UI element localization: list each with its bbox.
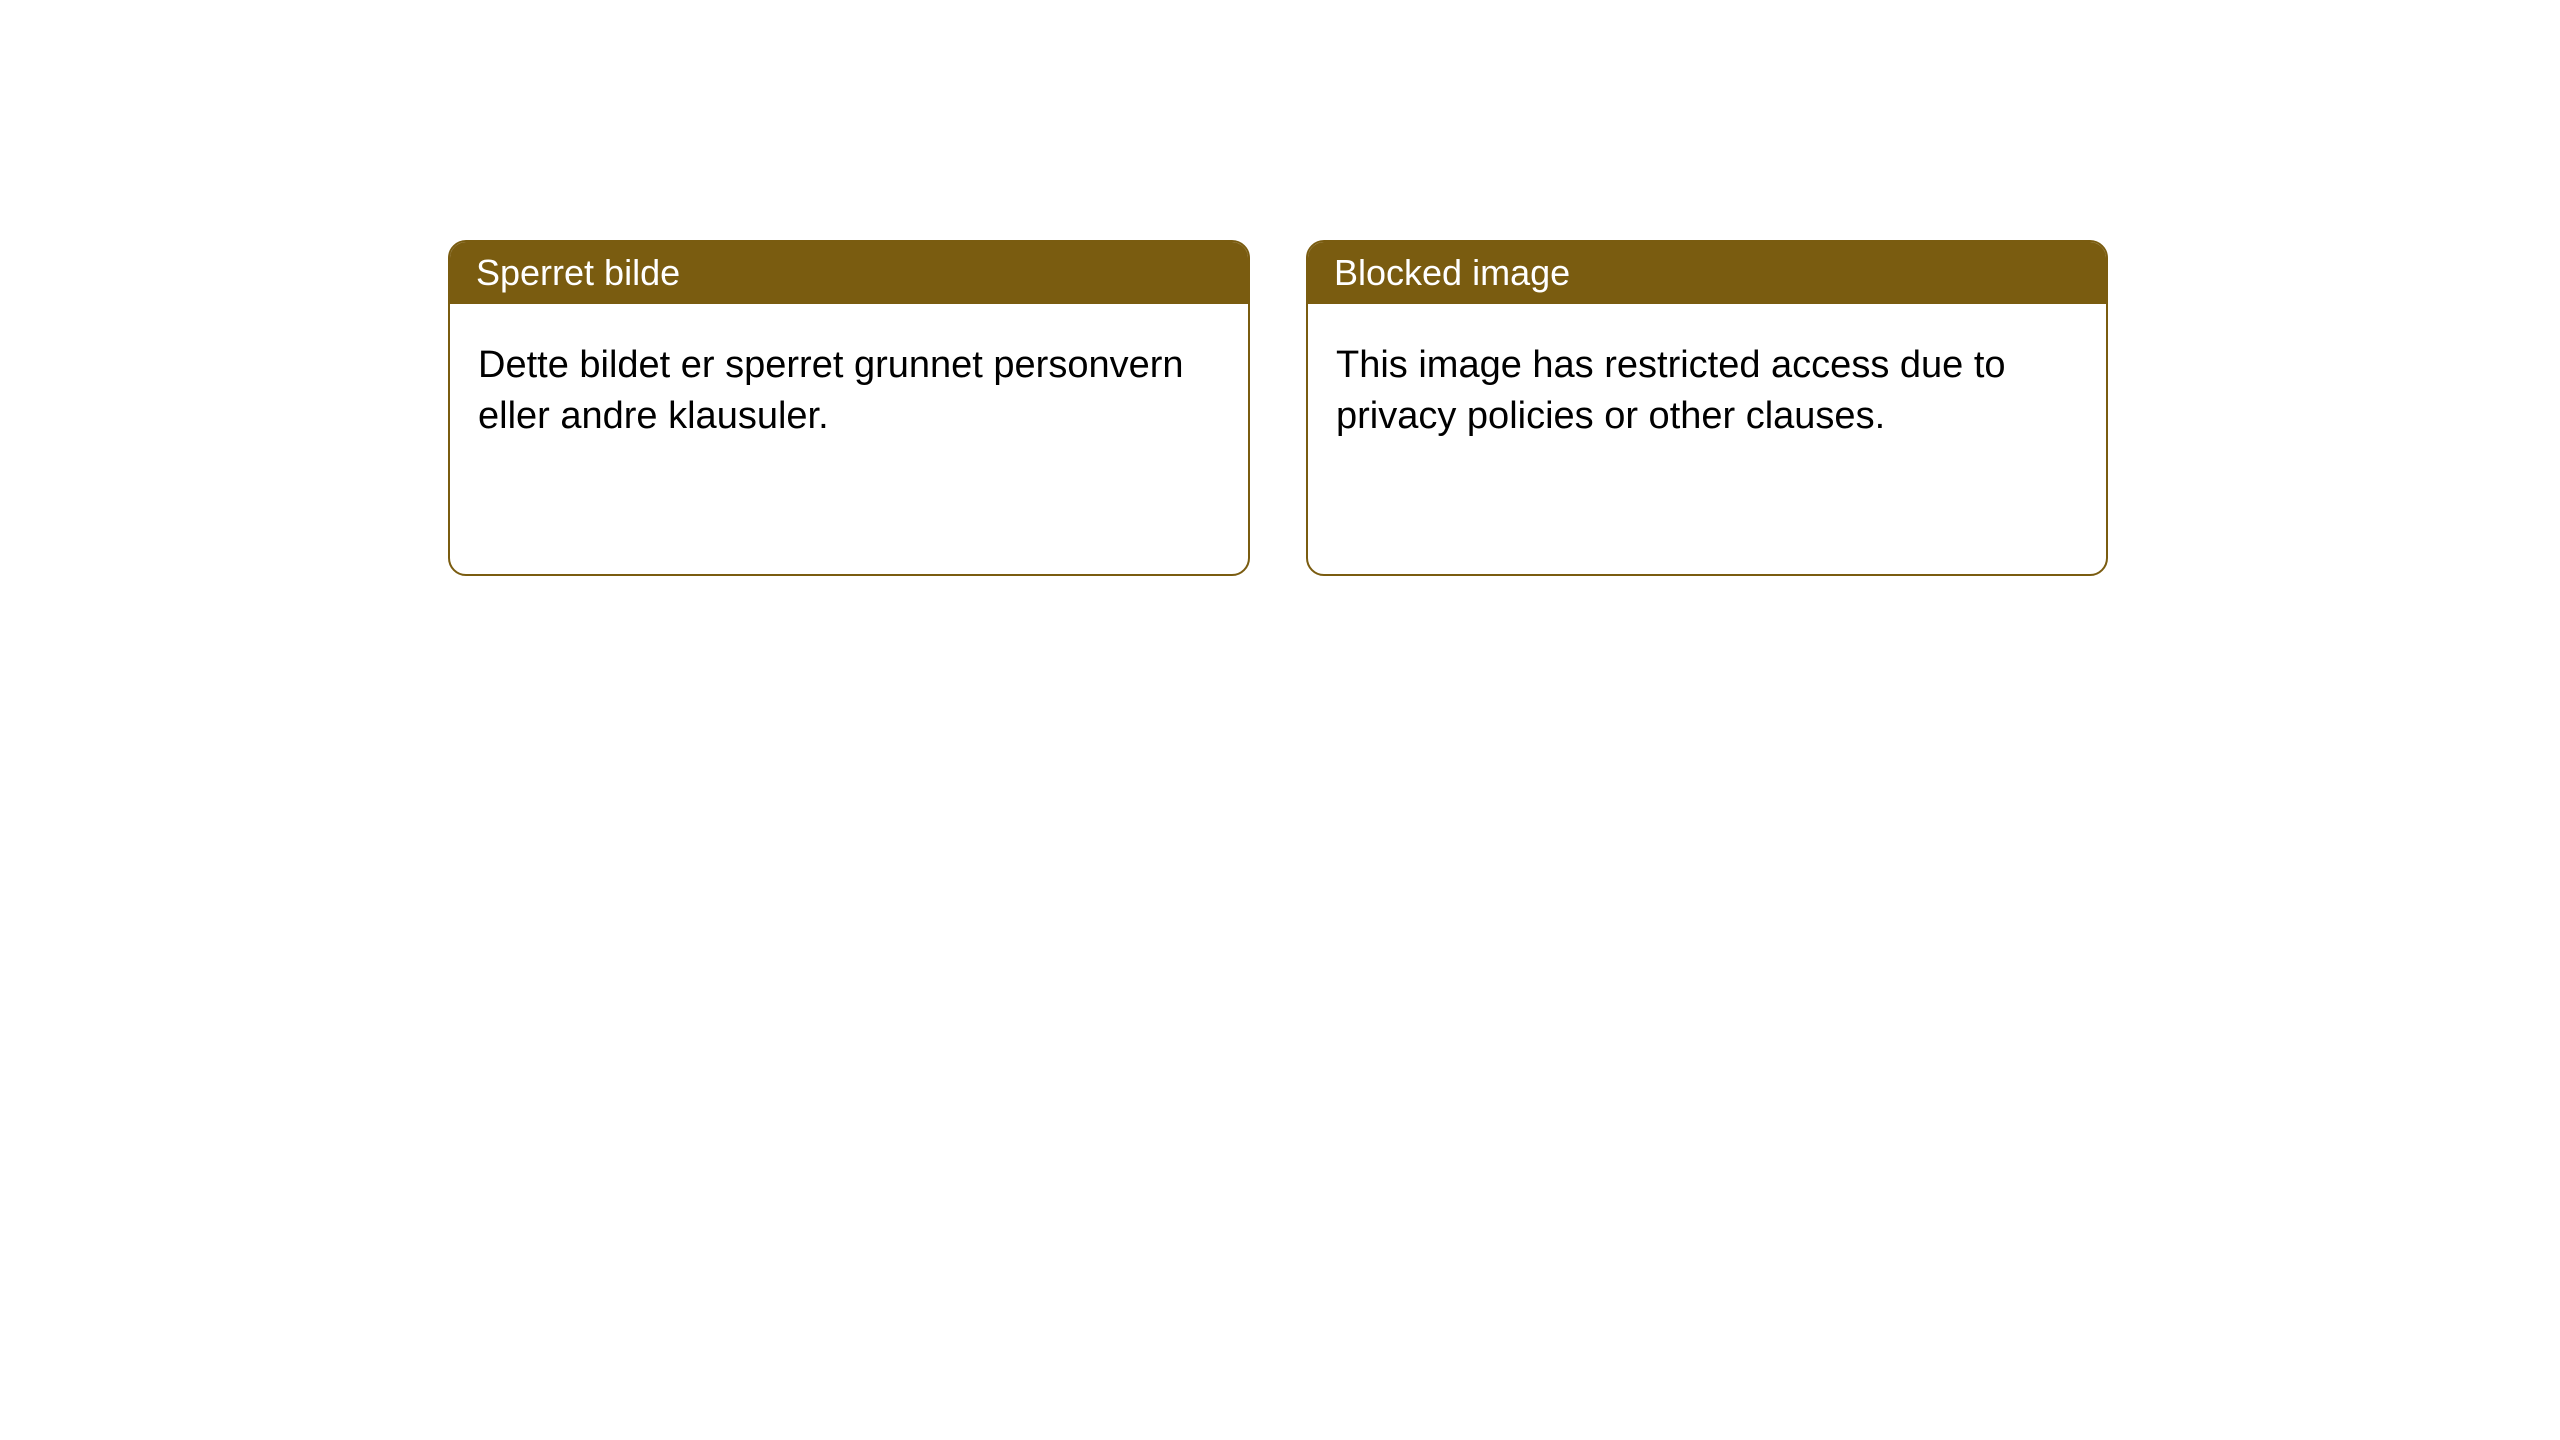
notice-card-header: Sperret bilde (450, 242, 1248, 304)
notice-cards-container: Sperret bilde Dette bildet er sperret gr… (448, 240, 2108, 576)
notice-card-body: This image has restricted access due to … (1308, 304, 2106, 574)
notice-card-body-text: This image has restricted access due to … (1336, 344, 2006, 437)
notice-card-title: Blocked image (1334, 252, 1570, 293)
notice-card-header: Blocked image (1308, 242, 2106, 304)
notice-card-title: Sperret bilde (476, 252, 680, 293)
notice-card-body-text: Dette bildet er sperret grunnet personve… (478, 344, 1184, 437)
notice-card-norwegian: Sperret bilde Dette bildet er sperret gr… (448, 240, 1250, 576)
notice-card-english: Blocked image This image has restricted … (1306, 240, 2108, 576)
notice-card-body: Dette bildet er sperret grunnet personve… (450, 304, 1248, 574)
